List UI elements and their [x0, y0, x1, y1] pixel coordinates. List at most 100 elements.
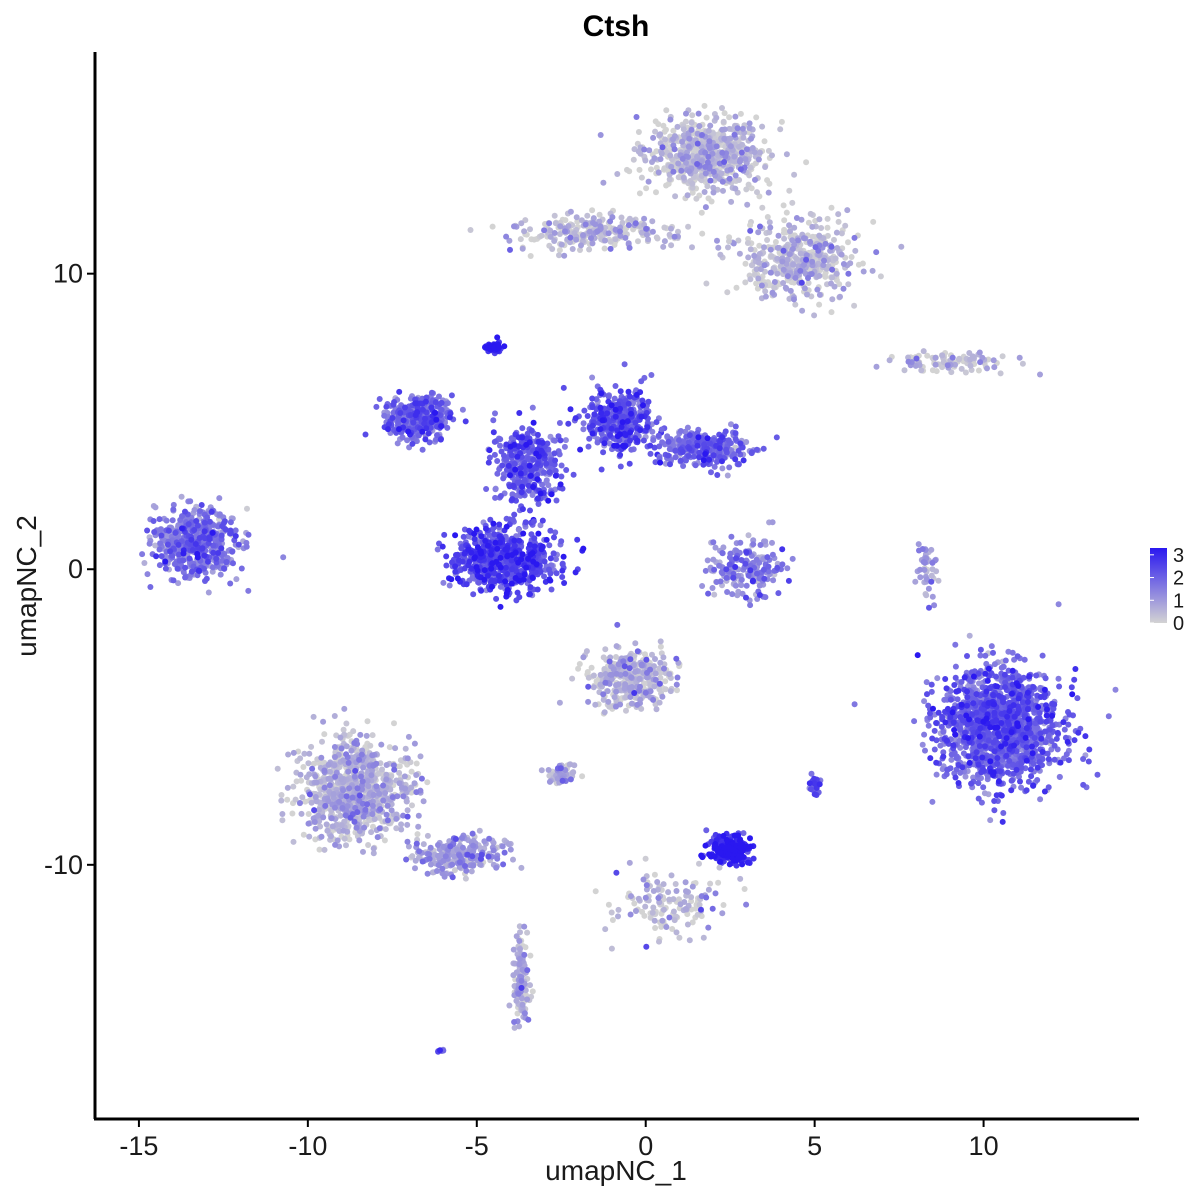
data-point: [170, 501, 177, 508]
data-point: [597, 426, 604, 433]
data-point: [933, 368, 940, 375]
points-layer: [139, 102, 1119, 1055]
data-point: [432, 399, 439, 406]
data-point: [952, 641, 959, 648]
data-point: [685, 223, 692, 230]
data-point: [227, 580, 234, 587]
data-point: [518, 220, 525, 227]
data-point: [535, 438, 542, 445]
data-point: [704, 159, 711, 166]
data-point: [437, 436, 444, 443]
data-point: [529, 404, 536, 411]
data-point: [727, 166, 734, 173]
data-point: [180, 557, 187, 564]
data-point: [619, 442, 626, 449]
data-point: [784, 273, 791, 280]
data-point: [617, 228, 623, 235]
data-point: [724, 472, 731, 479]
data-point: [227, 519, 234, 526]
data-point: [153, 553, 160, 560]
data-point: [733, 284, 740, 291]
data-point: [531, 535, 538, 542]
data-point: [537, 490, 544, 497]
data-point: [933, 771, 940, 778]
data-point: [670, 168, 677, 175]
data-point: [556, 231, 563, 237]
data-point: [626, 244, 633, 251]
data-point: [385, 426, 391, 433]
data-point: [714, 237, 720, 244]
data-point: [709, 150, 716, 157]
data-point: [689, 244, 695, 251]
data-point: [824, 224, 831, 231]
data-point: [182, 508, 188, 515]
data-point: [736, 250, 743, 257]
data-point: [811, 312, 818, 319]
data-point: [499, 462, 506, 469]
data-point: [787, 228, 793, 235]
data-point: [812, 244, 819, 251]
data-point: [658, 150, 665, 157]
data-point: [873, 249, 880, 256]
data-point: [742, 279, 749, 286]
data-point: [799, 307, 806, 314]
data-point: [952, 361, 959, 368]
data-point: [165, 527, 172, 534]
data-point: [589, 422, 596, 429]
data-point: [505, 462, 512, 469]
data-point: [586, 435, 593, 442]
data-point: [607, 245, 614, 252]
data-point: [510, 482, 517, 489]
data-point: [682, 118, 689, 125]
data-point: [557, 437, 564, 444]
data-point: [512, 466, 519, 473]
data-point: [859, 260, 866, 267]
data-point: [612, 413, 619, 420]
data-point: [563, 467, 570, 473]
data-point: [531, 543, 538, 550]
data-point: [559, 574, 566, 580]
data-point: [828, 309, 835, 316]
data-point: [434, 546, 441, 553]
data-point: [820, 262, 827, 269]
data-point: [509, 496, 516, 503]
data-point: [530, 518, 537, 525]
data-point: [987, 817, 994, 824]
data-point: [824, 232, 831, 239]
data-point: [710, 556, 717, 563]
data-point: [205, 589, 212, 596]
data-point: [638, 174, 645, 181]
data-point: [653, 164, 660, 171]
data-point: [1016, 354, 1023, 361]
data-point: [201, 528, 208, 535]
data-point: [698, 209, 705, 216]
data-point: [717, 578, 724, 585]
data-point: [625, 222, 632, 229]
data-point: [786, 295, 793, 302]
data-point: [518, 489, 525, 496]
data-point: [471, 536, 478, 543]
data-point: [732, 113, 739, 120]
data-point: [245, 587, 252, 594]
data-point: [546, 542, 553, 549]
data-point: [790, 261, 797, 268]
data-point: [158, 532, 165, 539]
data-point: [715, 244, 722, 251]
data-point: [459, 558, 466, 565]
data-point: [845, 281, 852, 288]
cluster-tip-top: [482, 334, 508, 357]
data-point: [556, 252, 562, 259]
data-point: [491, 438, 498, 445]
data-point: [905, 354, 912, 361]
data-point: [740, 457, 747, 464]
data-point: [967, 362, 974, 369]
data-point: [545, 497, 552, 504]
data-point: [245, 531, 252, 538]
data-point: [428, 389, 435, 396]
data-point: [924, 352, 931, 359]
data-point: [373, 403, 380, 410]
data-point: [497, 493, 504, 499]
data-point: [670, 127, 677, 134]
data-point: [742, 156, 749, 163]
